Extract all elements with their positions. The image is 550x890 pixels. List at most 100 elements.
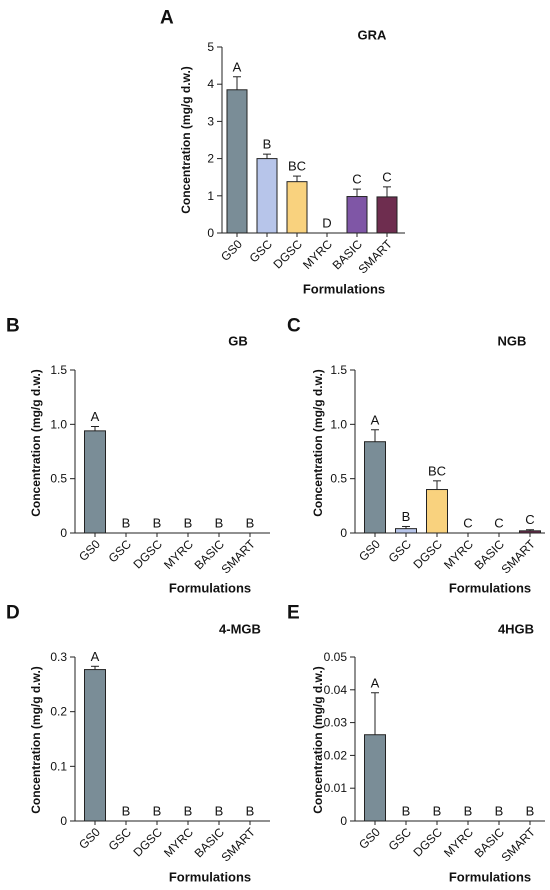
panel-label: D — [6, 603, 20, 624]
y-axis-label: Concentration (mg/g d.w.) — [29, 369, 43, 517]
y-tick-label: 1.5 — [330, 363, 347, 377]
significance-letter: BC — [428, 463, 446, 478]
significance-letter: B — [215, 804, 224, 819]
significance-letter: B — [495, 804, 504, 819]
y-tick-label: 0.04 — [324, 683, 348, 697]
significance-letter: B — [464, 804, 473, 819]
panel-label: C — [287, 316, 301, 337]
x-axis-label: Formulations — [303, 282, 385, 297]
bar-dgsc — [286, 181, 308, 234]
bar-smart — [376, 196, 398, 234]
x-tick-label: SMART — [355, 237, 395, 277]
significance-letter: D — [322, 216, 331, 231]
bar-gs0 — [84, 430, 106, 534]
chart-title: NGB — [498, 334, 527, 349]
significance-letter: B — [402, 509, 411, 524]
significance-letter: B — [122, 516, 131, 531]
significance-letter: A — [91, 409, 100, 424]
bar-gs0 — [84, 669, 106, 822]
x-tick-label: GS0 — [76, 825, 103, 852]
x-axis-label: Formulations — [449, 870, 531, 885]
panel-e: E 4HGB Concentration (mg/g d.w.) Formulatio… — [287, 603, 545, 885]
chart-title: GB — [228, 334, 248, 349]
significance-letter: C — [352, 172, 361, 187]
x-tick-label: MYRC — [161, 537, 196, 572]
y-tick-label: 0.05 — [324, 650, 348, 664]
y-tick-label: 1 — [207, 189, 214, 203]
significance-letter: A — [371, 412, 380, 427]
x-tick-label: GS0 — [218, 237, 245, 264]
bar-gsc — [256, 158, 278, 234]
significance-letter: C — [382, 169, 391, 184]
significance-letter: A — [91, 649, 100, 664]
y-tick-label: 0.5 — [330, 472, 347, 486]
y-tick-label: 4 — [207, 77, 214, 91]
y-tick-label: 0.01 — [324, 781, 348, 795]
y-axis-label: Concentration (mg/g d.w.) — [311, 369, 325, 517]
bar-basic — [346, 196, 368, 234]
significance-letter: B — [153, 516, 162, 531]
y-tick-label: 0.1 — [50, 759, 67, 773]
y-tick-label: 0.3 — [50, 650, 67, 664]
y-tick-label: 1.5 — [50, 363, 67, 377]
x-axis-label: Formulations — [169, 870, 251, 885]
panel-label: A — [160, 8, 174, 29]
significance-letter: C — [494, 516, 503, 531]
y-axis-label: Concentration (mg/g d.w.) — [311, 666, 325, 814]
chart-title: GRA — [358, 28, 388, 43]
y-tick-label: 0.5 — [50, 472, 67, 486]
y-tick-label: 0 — [340, 814, 347, 828]
bar-dgsc — [426, 489, 448, 534]
bar-gs0 — [364, 441, 386, 534]
y-tick-label: 2 — [207, 152, 214, 166]
significance-letter: B — [433, 804, 442, 819]
y-tick-label: 0 — [340, 526, 347, 540]
y-tick-label: 0.02 — [324, 748, 348, 762]
x-tick-label: MYRC — [161, 825, 196, 860]
panel-b: B GB Concentration (mg/g d.w.) Formulations… — [6, 316, 270, 596]
bar-gsc — [395, 528, 417, 534]
bar-smart — [519, 530, 541, 534]
y-axis-label: Concentration (mg/g d.w.) — [29, 666, 43, 814]
panel-d: D 4-MGB Concentration (mg/g d.w.) Formulati… — [6, 603, 270, 885]
y-tick-label: 1.0 — [50, 417, 67, 431]
significance-letter: B — [122, 804, 131, 819]
x-axis-label: Formulations — [449, 581, 531, 596]
y-tick-label: 1.0 — [330, 417, 347, 431]
x-axis-label: Formulations — [169, 581, 251, 596]
x-tick-label: DGSC — [271, 237, 306, 272]
significance-letter: A — [371, 675, 380, 690]
panel-label: B — [6, 316, 20, 337]
significance-letter: B — [215, 516, 224, 531]
chart-title: 4HGB — [498, 622, 534, 637]
x-tick-label: DGSC — [411, 537, 446, 572]
x-tick-label: GS0 — [356, 825, 383, 852]
y-tick-label: 0 — [207, 226, 214, 240]
significance-letter: B — [153, 804, 162, 819]
x-tick-label: DGSC — [131, 825, 166, 860]
significance-letter: B — [526, 804, 535, 819]
significance-letter: B — [184, 516, 193, 531]
x-tick-label: MYRC — [441, 825, 476, 860]
x-tick-label: SMART — [218, 825, 258, 865]
significance-letter: C — [525, 512, 534, 527]
x-tick-label: DGSC — [131, 537, 166, 572]
y-tick-label: 0 — [60, 814, 67, 828]
significance-letter: B — [246, 516, 255, 531]
y-tick-label: 5 — [207, 40, 214, 54]
panel-c: C NGB Concentration (mg/g d.w.) Formulation… — [287, 316, 545, 596]
y-tick-label: 0.2 — [50, 705, 67, 719]
y-tick-label: 0.03 — [324, 716, 348, 730]
x-tick-label: SMART — [498, 825, 538, 865]
panel-label: E — [287, 603, 300, 624]
y-tick-label: 3 — [207, 114, 214, 128]
x-tick-label: MYRC — [441, 537, 476, 572]
panel-a: A GRA Concentration (mg/g d.w.) Formulation… — [160, 8, 405, 297]
bar-gs0 — [364, 734, 386, 822]
x-tick-label: SMART — [218, 537, 258, 577]
significance-letter: B — [263, 137, 272, 152]
significance-letter: B — [246, 804, 255, 819]
x-tick-label: SMART — [498, 537, 538, 577]
x-tick-label: GS0 — [76, 537, 103, 564]
